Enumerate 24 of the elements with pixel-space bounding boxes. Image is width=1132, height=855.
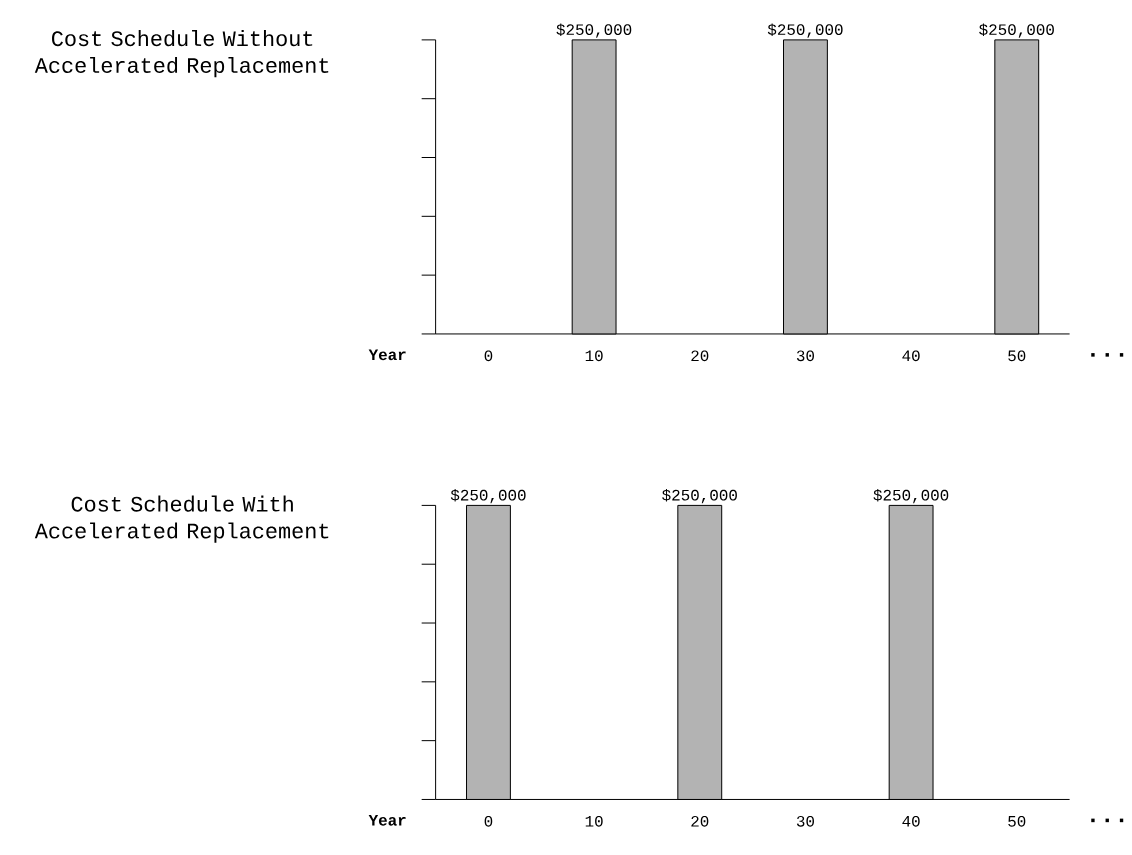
- text: ...: [1091, 818, 1124, 823]
- text: Cost Schedule Without Accelerated Replacement: [34, 29, 329, 78]
- x-tick-label: 40: [902, 815, 920, 827]
- x-tick-label: 0: [484, 350, 493, 362]
- x-axis-title: Year: [368, 349, 406, 361]
- x-tick-label: 40: [902, 350, 920, 362]
- x-tick-label: 10: [585, 815, 603, 827]
- data-label: $250,000: [767, 23, 843, 38]
- data-label: $250,000: [556, 23, 632, 38]
- x-tick-label: 50: [1008, 815, 1026, 827]
- x-tick-label: 10: [585, 350, 603, 362]
- x-tick-label: 30: [796, 815, 814, 827]
- x-tick-label: 20: [691, 350, 709, 362]
- x-tick-label: 20: [691, 815, 709, 827]
- x-tick-label: 30: [796, 350, 814, 362]
- data-label: $250,000: [873, 488, 949, 504]
- data-label: $250,000: [450, 488, 526, 504]
- x-tick-label: 50: [1008, 350, 1026, 362]
- text: ...: [1091, 352, 1124, 357]
- data-label: $250,000: [979, 23, 1054, 38]
- x-axis-title: Year: [368, 814, 406, 826]
- x-tick-label: 0: [484, 815, 493, 827]
- data-label: $250,000: [662, 488, 737, 504]
- text: Cost Schedule With Accelerated Replacement: [34, 495, 329, 543]
